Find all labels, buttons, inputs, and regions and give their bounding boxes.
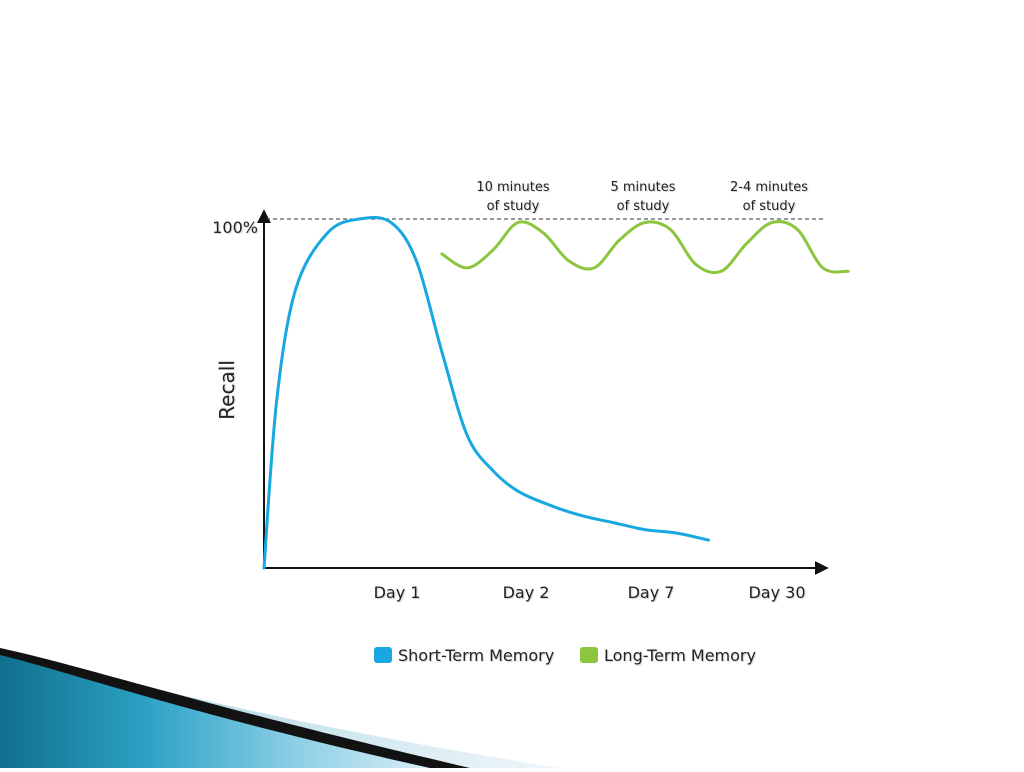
annotation-line: 2-4 minutes xyxy=(730,180,808,195)
x-tick-label: Day 7 xyxy=(628,583,675,602)
decorative-swoosh xyxy=(0,648,560,768)
legend-label-long-term: Long-Term Memory xyxy=(604,646,756,665)
long-term-memory-line xyxy=(440,220,850,275)
legend-swatch-long-term xyxy=(580,647,598,663)
x-tick-label: Day 1 xyxy=(374,583,421,602)
legend-swatch-short-term xyxy=(374,647,392,663)
legend-label-short-term: Short-Term Memory xyxy=(398,646,554,665)
annotation-line: 5 minutes xyxy=(610,180,675,195)
annotation-line: 10 minutes xyxy=(476,180,550,195)
annotation-line: of study xyxy=(617,199,670,214)
legend: Short-Term Memory Long-Term Memory xyxy=(374,646,756,665)
annotation-line: of study xyxy=(487,199,540,214)
reference-label-100: 100% xyxy=(212,218,258,237)
annotation-line: of study xyxy=(743,199,796,214)
x-tick-label: Day 30 xyxy=(748,583,805,602)
x-tick-label: Day 2 xyxy=(503,583,550,602)
y-axis-label: Recall xyxy=(215,360,239,420)
short-term-memory-line xyxy=(262,215,710,570)
